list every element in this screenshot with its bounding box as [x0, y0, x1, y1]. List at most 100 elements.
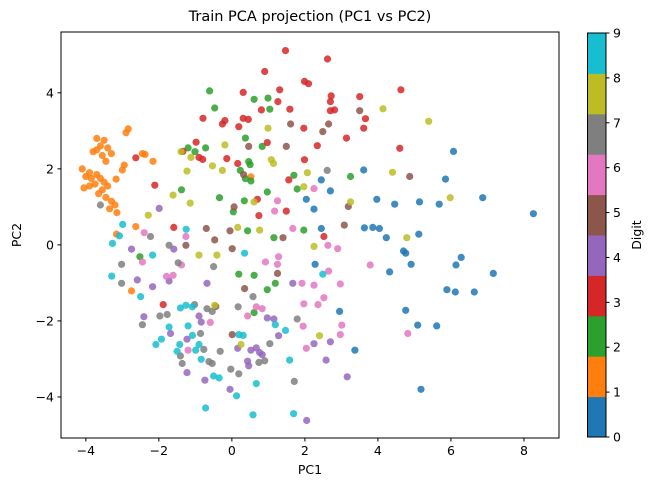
scatter-point-digit-5: [226, 227, 234, 235]
scatter-point-digit-6: [366, 261, 374, 269]
scatter-point-digit-7: [234, 303, 242, 311]
scatter-point-digit-2: [202, 144, 210, 152]
scatter-point-digit-0: [369, 223, 377, 231]
scatter-point-digit-9: [115, 232, 123, 240]
scatter-point-digit-7: [210, 263, 218, 271]
scatter-point-digit-2: [293, 185, 301, 193]
scatter-point-digit-6: [275, 253, 283, 261]
scatter-point-digit-9: [197, 355, 205, 363]
scatter-point-digit-0: [479, 194, 487, 202]
scatter-point-digit-7: [293, 315, 301, 323]
colorbar-tick-label: 7: [613, 115, 621, 130]
scatter-point-digit-2: [241, 134, 249, 142]
scatter-point-digit-2: [191, 148, 199, 156]
scatter-point-digit-9: [233, 392, 241, 400]
scatter-point-digit-2: [266, 105, 274, 113]
x-tick-label: 8: [520, 443, 528, 458]
scatter-series-9: [108, 220, 327, 419]
scatter-point-digit-4: [133, 276, 141, 284]
scatter-point-digit-5: [240, 171, 248, 179]
colorbar-band-4: [587, 235, 606, 276]
scatter-point-digit-8: [315, 332, 324, 340]
scatter-point-digit-3: [282, 207, 290, 215]
scatter-point-digit-0: [382, 234, 390, 242]
scatter-point-digit-3: [192, 138, 200, 146]
scatter-point-digit-0: [529, 210, 538, 218]
scatter-point-digit-3: [342, 134, 351, 142]
scatter-point-digit-7: [96, 201, 104, 209]
scatter-point-digit-7: [174, 259, 182, 267]
scatter-point-digit-5: [356, 107, 364, 115]
scatter-point-digit-8: [388, 168, 397, 176]
scatter-point-digit-6: [273, 260, 282, 268]
scatter-point-digit-9: [173, 347, 181, 355]
scatter-point-digit-4: [263, 314, 271, 322]
scatter-point-digit-6: [338, 321, 346, 329]
scatter-point-digit-0: [451, 288, 459, 296]
scatter-point-digit-3: [239, 88, 247, 96]
scatter-point-digit-0: [336, 307, 344, 315]
scatter-point-digit-1: [85, 169, 94, 177]
scatter-point-digit-8: [403, 234, 411, 242]
scatter-point-digit-6: [162, 272, 171, 280]
scatter-point-digit-3: [360, 124, 368, 132]
scatter-point-digit-9: [319, 270, 327, 278]
scatter-point-digit-2: [264, 94, 272, 102]
scatter-point-digit-9: [249, 411, 257, 419]
scatter-point-digit-3: [159, 301, 167, 309]
scatter-point-digit-1: [78, 165, 86, 173]
scatter-point-digit-7: [118, 279, 126, 287]
scatter-point-digit-1: [132, 223, 140, 231]
scatter-point-digit-9: [271, 321, 279, 329]
scatter-point-digit-0: [317, 224, 325, 233]
scatter-point-digit-6: [336, 331, 344, 339]
scatter-point-digit-2: [177, 186, 186, 194]
scatter-point-digit-7: [261, 357, 269, 365]
scatter-point-digit-2: [206, 87, 214, 95]
scatter-point-digit-9: [195, 340, 203, 349]
scatter-point-digit-9: [192, 346, 200, 354]
scatter-point-digit-8: [250, 198, 258, 206]
scatter-point-digit-8: [303, 169, 311, 177]
scatter-point-digit-9: [188, 303, 196, 311]
colorbar-band-3: [587, 275, 606, 317]
colorbar-band-6: [587, 154, 606, 196]
scatter-point-digit-0: [457, 253, 465, 261]
scatter-point-digit-0: [360, 224, 368, 232]
chart-title: Train PCA projection (PC1 vs PC2): [188, 9, 432, 25]
scatter-point-digit-0: [414, 321, 422, 329]
scatter-point-digit-1: [85, 182, 94, 190]
scatter-point-digit-1: [100, 136, 108, 144]
scatter-series-2: [136, 87, 355, 317]
scatter-series-7: [96, 166, 331, 385]
scatter-point-digit-0: [402, 249, 410, 257]
scatter-point-digit-7: [216, 347, 224, 355]
scatter-point-digit-0: [351, 346, 359, 354]
scatter-point-digit-4: [155, 204, 163, 212]
scatter-point-digit-9: [149, 251, 157, 259]
scatter-point-digit-6: [336, 280, 344, 288]
scatter-point-digit-8: [195, 251, 203, 259]
scatter-point-digit-0: [435, 200, 443, 208]
colorbar-label: Digit: [629, 220, 644, 250]
scatter-point-digit-6: [258, 305, 266, 313]
scatter-point-digit-3: [170, 223, 178, 231]
colorbar-tick-label: 0: [613, 430, 621, 445]
scatter-series-4: [127, 204, 351, 425]
scatter-point-digit-0: [373, 195, 381, 203]
scatter-point-digit-0: [433, 322, 441, 330]
scatter-point-digit-0: [470, 288, 478, 296]
scatter-point-digit-6: [310, 185, 318, 193]
scatter-point-digit-9: [286, 356, 294, 364]
scatter-point-digit-9: [215, 374, 223, 382]
scatter-point-digit-0: [326, 187, 334, 195]
scatter-point-digit-4: [183, 369, 191, 377]
scatter-point-digit-7: [227, 365, 235, 373]
scatter-point-digit-9: [165, 323, 173, 331]
scatter-point-digit-3: [304, 80, 313, 88]
scatter-point-digit-1: [120, 161, 128, 169]
scatter-point-digit-8: [256, 226, 264, 234]
x-tick-label: 2: [301, 443, 309, 458]
scatter-point-digit-1: [112, 175, 120, 183]
scatter-point-digit-5: [325, 120, 333, 128]
